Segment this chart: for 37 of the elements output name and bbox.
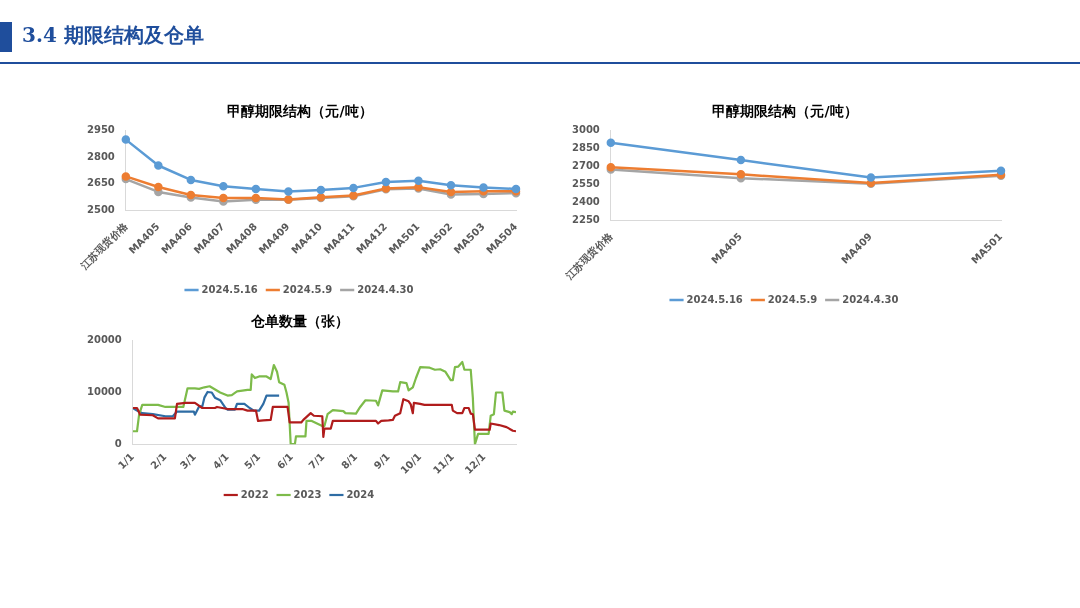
x-tick-label: 3/1 xyxy=(177,450,199,472)
legend-label: 2024.5.9 xyxy=(767,293,818,305)
x-tick-label: 8/1 xyxy=(339,450,360,472)
legend-label: 2024.5.16 xyxy=(686,293,743,305)
y-tick-label: 20000 xyxy=(86,334,122,346)
legend-label: 2024.4.30 xyxy=(357,283,414,295)
y-tick-label: 2700 xyxy=(571,160,600,172)
x-tick-label: 9/1 xyxy=(371,450,392,472)
y-tick-label: 2400 xyxy=(571,195,600,207)
x-tick-label: 江苏现货价格 xyxy=(78,220,130,272)
y-tick-label: 2950 xyxy=(86,124,115,136)
y-tick-label: 0 xyxy=(114,437,122,449)
y-tick-label: 2800 xyxy=(86,150,115,162)
y-tick-label: 2850 xyxy=(571,142,600,154)
x-tick-label: 2/1 xyxy=(148,450,169,472)
legend-label: 2024.5.16 xyxy=(201,283,258,295)
legend-label: 2024 xyxy=(346,488,375,500)
legend-label: 2023 xyxy=(293,488,322,500)
y-tick-label: 2250 xyxy=(571,213,600,225)
chart-title: 甲醇期限结构（元/吨） xyxy=(227,103,373,120)
legend-label: 2022 xyxy=(240,488,269,500)
y-tick-label: 2650 xyxy=(86,177,115,189)
text: 3.4 期限结构及仓单 xyxy=(22,22,204,49)
x-tick-label: 4/1 xyxy=(210,450,231,472)
y-tick-label: 3000 xyxy=(571,124,600,136)
x-tick-label: 5/1 xyxy=(242,450,263,472)
chart-title: 甲醇期限结构（元/吨） xyxy=(712,103,858,120)
x-tick-label: 江苏现货价格 xyxy=(563,230,615,282)
y-tick-label: 10000 xyxy=(86,386,122,398)
y-tick-label: 2500 xyxy=(86,203,115,215)
chart-title: 仓单数量（张） xyxy=(250,313,349,330)
legend-label: 2024.4.30 xyxy=(842,293,899,305)
x-tick-label: 7/1 xyxy=(306,450,327,472)
x-tick-label: 6/1 xyxy=(274,450,296,472)
x-tick-label: 1/1 xyxy=(115,450,137,472)
y-tick-label: 2550 xyxy=(571,177,600,189)
legend-label: 2024.5.9 xyxy=(282,283,333,295)
